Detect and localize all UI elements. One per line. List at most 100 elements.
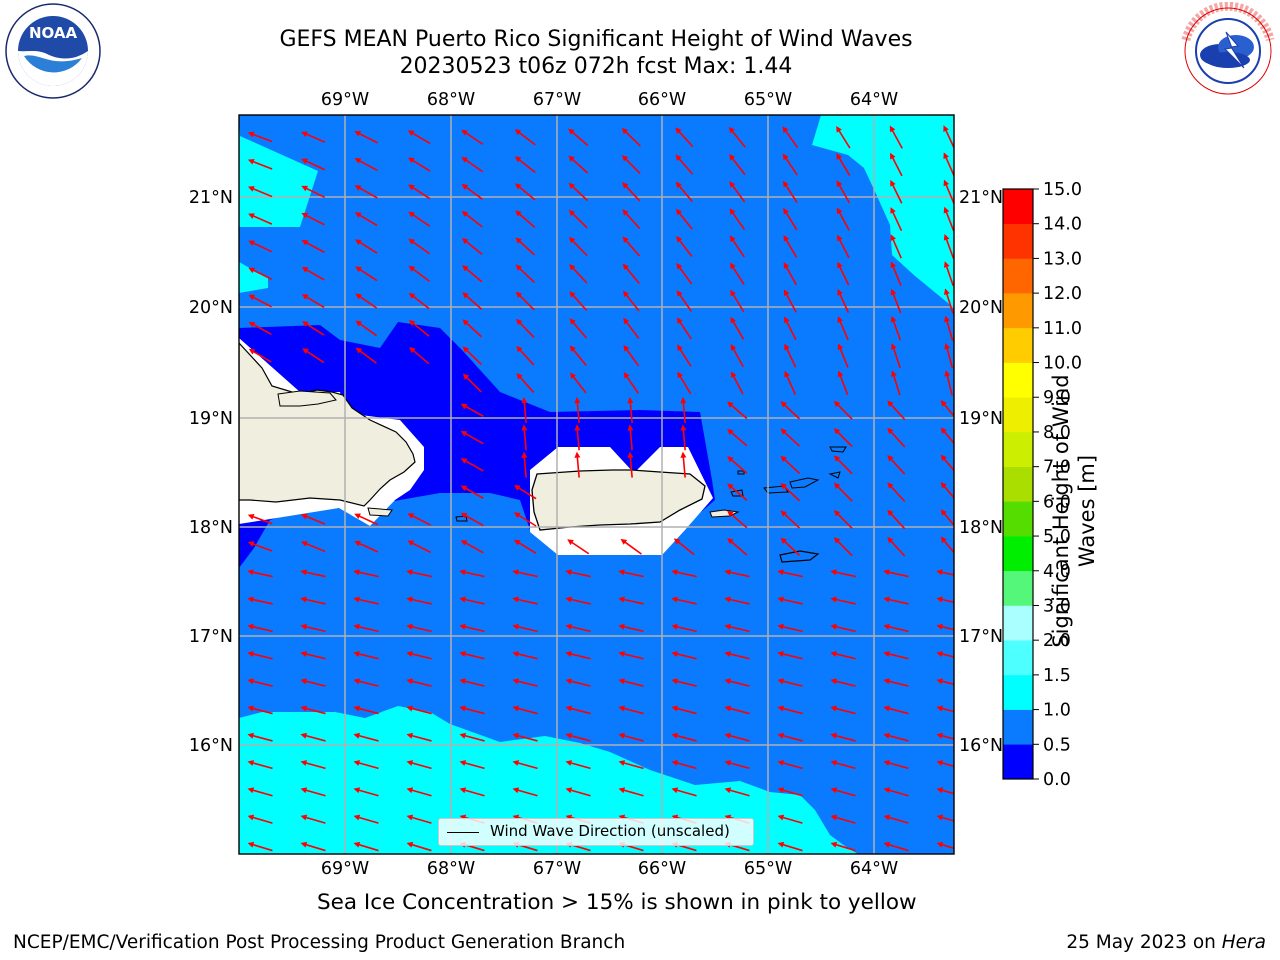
wave-direction-arrow	[890, 288, 902, 314]
wave-direction-arrow	[247, 186, 273, 198]
wave-direction-arrow	[462, 319, 483, 338]
wave-direction-arrow	[833, 400, 853, 420]
wave-direction-arrow	[565, 705, 591, 715]
wave-direction-arrow	[936, 569, 954, 576]
wave-direction-arrow	[936, 841, 954, 850]
wave-direction-arrow	[406, 623, 432, 633]
land-virgin-gorda	[828, 471, 841, 479]
map-subtitle: 20230523 t06z 072h fcst Max: 1.44	[399, 54, 793, 79]
wave-direction-arrow	[300, 814, 326, 824]
wave-direction-arrow	[777, 705, 803, 715]
wave-direction-arrow	[727, 401, 748, 420]
wave-direction-arrow	[729, 262, 745, 285]
wave-direction-arrow	[623, 317, 640, 339]
wave-direction-arrow	[354, 212, 378, 227]
colorbar-tick-label: 11.0	[1043, 319, 1082, 339]
wave-direction-arrow	[940, 400, 954, 418]
wave-direction-arrow	[406, 814, 432, 824]
wave-direction-arrow	[406, 760, 432, 770]
lat-label-left: 20°N	[189, 298, 233, 318]
wave-direction-arrow	[883, 569, 909, 578]
wave-direction-arrow	[887, 400, 906, 421]
wave-direction-arrow	[783, 234, 798, 258]
wave-field-1.0-1.5-south	[239, 706, 858, 854]
wave-direction-arrow	[354, 158, 378, 172]
wave-direction-arrow	[300, 678, 326, 687]
lon-label-top: 67°W	[533, 90, 581, 110]
footer-left: NCEP/EMC/Verification Post Processing Pr…	[13, 932, 626, 953]
wave-direction-arrow	[883, 841, 909, 852]
wave-direction-arrow	[780, 428, 801, 447]
wave-direction-arrow	[783, 262, 798, 286]
lon-label-bottom: 67°W	[533, 859, 581, 879]
colorbar-swatch	[1003, 397, 1033, 433]
lat-label-left: 19°N	[189, 409, 233, 429]
wave-direction-arrow	[355, 293, 378, 309]
wave-direction-arrow	[301, 294, 325, 309]
wave-direction-arrow	[248, 240, 273, 253]
colorbar-swatch	[1003, 362, 1033, 398]
wave-direction-arrow	[516, 345, 535, 366]
lat-label-right: 21°N	[959, 188, 1003, 208]
wave-direction-arrow	[354, 540, 379, 553]
wave-direction-arrow	[777, 787, 803, 797]
wave-direction-arrow	[887, 454, 906, 475]
wave-direction-arrow	[302, 348, 325, 364]
wave-direction-arrow	[407, 513, 431, 526]
wave-direction-arrow	[512, 760, 538, 770]
wave-direction-arrow	[891, 370, 901, 396]
wave-direction-arrow	[890, 179, 903, 204]
colorbar-swatch	[1003, 709, 1033, 745]
wave-direction-arrow	[512, 651, 538, 660]
wave-direction-arrow	[724, 678, 750, 687]
land-tortola	[789, 477, 820, 489]
wave-direction-arrow	[730, 344, 744, 368]
wave-direction-arrow	[890, 315, 902, 341]
wave-direction-arrow	[248, 294, 272, 308]
lon-label-bottom: 69°W	[321, 859, 369, 879]
wave-direction-arrow	[944, 288, 954, 314]
wave-direction-arrow	[890, 234, 902, 259]
footer-right: 25 May 2023 on Hera	[1066, 932, 1266, 953]
wave-direction-arrow	[513, 485, 537, 500]
colorbar-swatch	[1003, 327, 1033, 363]
wave-direction-arrow	[512, 678, 538, 687]
wave-direction-arrow	[671, 760, 697, 770]
wave-direction-arrow	[883, 623, 909, 633]
colorbar-swatch	[1003, 293, 1033, 329]
wave-direction-arrow	[568, 155, 589, 174]
wave-direction-arrow	[355, 347, 377, 364]
wave-direction-arrow	[461, 156, 484, 173]
wave-direction-arrow	[830, 705, 856, 715]
wave-direction-arrow	[944, 315, 954, 341]
wave-direction-arrow	[730, 289, 745, 313]
wave-direction-arrow	[675, 208, 693, 230]
wave-direction-arrow	[777, 651, 803, 660]
wave-direction-arrow	[459, 569, 485, 578]
wave-direction-arrow	[830, 787, 856, 797]
wave-direction-arrow	[676, 235, 693, 258]
wave-direction-arrow	[618, 678, 644, 687]
wave-direction-arrow	[301, 131, 326, 143]
wave-direction-arrow	[777, 732, 803, 742]
noaa-logo-icon: NOAA	[5, 3, 101, 99]
wave-direction-arrow	[512, 732, 538, 742]
wave-direction-arrow	[887, 427, 906, 448]
colorbar-tick-label: 12.0	[1043, 284, 1082, 304]
wave-direction-arrow	[460, 540, 484, 554]
wave-direction-arrow	[408, 238, 431, 255]
wave-direction-arrow	[353, 760, 379, 770]
lon-label-top: 69°W	[321, 90, 369, 110]
wave-direction-arrow	[780, 537, 801, 556]
wave-direction-arrow	[784, 316, 797, 341]
wave-direction-arrow	[889, 125, 903, 149]
colorbar-tick-label: 2.0	[1043, 631, 1071, 651]
wave-direction-arrow	[622, 182, 641, 202]
wave-direction-arrow	[780, 483, 801, 502]
wave-direction-arrow	[512, 705, 538, 715]
wave-direction-arrow	[622, 290, 640, 312]
wave-direction-arrow	[300, 623, 326, 633]
lat-label-left: 21°N	[189, 188, 233, 208]
wave-direction-arrow	[724, 787, 750, 797]
wave-direction-arrow	[247, 760, 273, 770]
